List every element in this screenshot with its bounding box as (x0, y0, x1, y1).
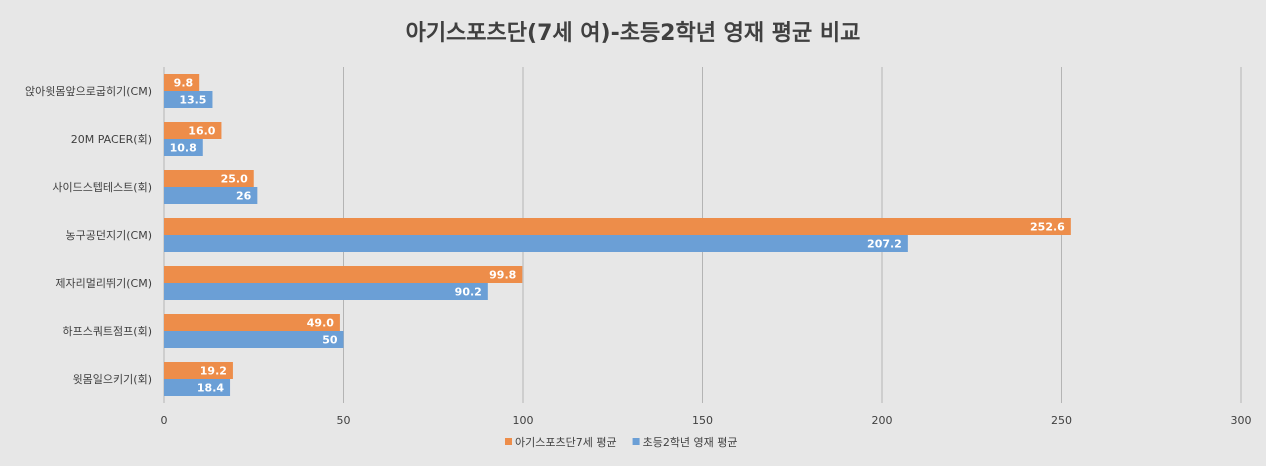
data-label: 207.2 (867, 238, 902, 251)
bar-series-2 (164, 235, 908, 252)
category-label: 윗몸일으키기(회) (73, 372, 152, 386)
data-label: 49.0 (307, 317, 334, 330)
category-label: 사이드스텝테스트(회) (52, 181, 152, 194)
bar-series-1 (164, 362, 233, 379)
legend-entry: 초등2학년 영재 평균 (643, 436, 738, 449)
data-label: 99.8 (489, 269, 516, 282)
x-tick-label: 200 (872, 414, 893, 427)
bar-series-1 (164, 170, 254, 187)
data-label: 10.8 (170, 142, 197, 155)
category-label: 하프스쿼트점프(회) (62, 324, 152, 338)
bar-series-1 (164, 122, 222, 139)
data-label: 90.2 (455, 286, 482, 299)
data-label: 19.2 (200, 365, 227, 378)
x-tick-label: 250 (1051, 414, 1072, 427)
bar-series-1 (164, 266, 523, 283)
bar-series-2 (164, 187, 258, 204)
data-label: 252.6 (1030, 221, 1065, 234)
x-tick-label: 150 (692, 414, 713, 427)
data-label: 9.8 (174, 77, 194, 90)
data-label: 13.5 (179, 94, 206, 107)
x-tick-label: 0 (161, 414, 168, 427)
bar-series-1 (164, 74, 200, 91)
data-label: 26 (236, 190, 252, 203)
legend-entry: 아기스포츠단7세 평균 (515, 436, 617, 449)
data-label: 16.0 (188, 125, 215, 138)
x-tick-label: 50 (337, 414, 351, 427)
data-label: 18.4 (197, 382, 224, 395)
bar-series-2 (164, 331, 344, 348)
bar-series-1 (164, 314, 340, 331)
chart-title: 아기스포츠단(7세 여)-초등2학년 영재 평균 비교 (406, 21, 861, 46)
data-label: 25.0 (221, 173, 248, 186)
category-label: 농구공던지기(CM) (66, 229, 152, 242)
bar-series-1 (164, 218, 1071, 235)
category-label: 제자리멀리뛰기(CM) (55, 277, 152, 290)
data-label: 50 (322, 334, 338, 347)
legend-swatch (505, 438, 512, 445)
category-label: 20M PACER(회) (71, 133, 152, 146)
x-tick-label: 100 (513, 414, 534, 427)
bar-series-2 (164, 283, 488, 300)
category-label: 앉아윗몸앞으로굽히기(CM) (25, 84, 152, 98)
bar-series-2 (164, 91, 213, 108)
x-tick-label: 300 (1231, 414, 1252, 427)
bar-series-2 (164, 379, 231, 396)
legend-swatch (632, 438, 640, 445)
bar-series-2 (164, 139, 203, 156)
